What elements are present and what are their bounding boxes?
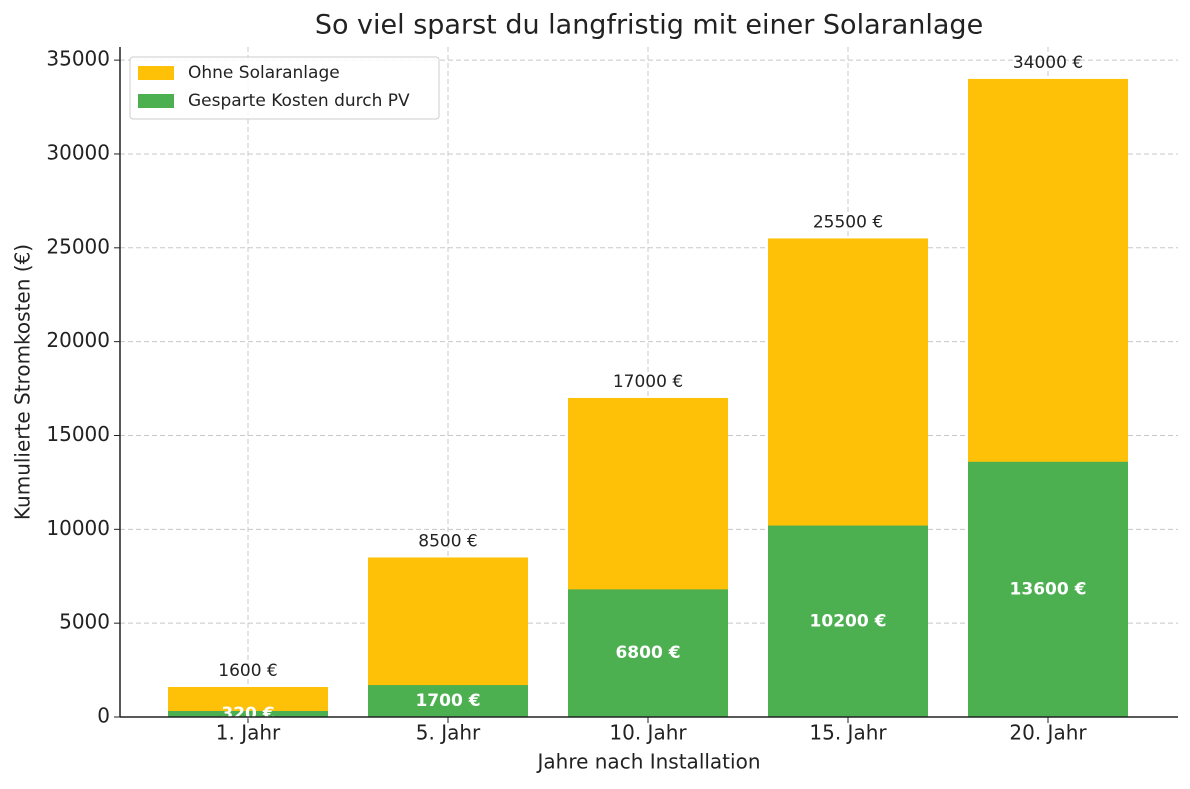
x-tick-label: 1. Jahr bbox=[216, 721, 281, 745]
value-label: 1700 € bbox=[415, 691, 480, 711]
value-label: 17000 € bbox=[613, 372, 683, 392]
value-label: 13600 € bbox=[1010, 579, 1087, 599]
y-tick-label: 0 bbox=[97, 704, 110, 728]
x-tick-label: 15. Jahr bbox=[809, 721, 887, 745]
value-label: 34000 € bbox=[1013, 53, 1083, 73]
value-label: 6800 € bbox=[615, 643, 680, 663]
legend-label: Gesparte Kosten durch PV bbox=[188, 91, 410, 111]
legend-swatch bbox=[138, 94, 174, 108]
bar bbox=[968, 461, 1128, 717]
value-label: 25500 € bbox=[813, 212, 883, 232]
y-tick-label: 35000 bbox=[46, 47, 110, 71]
legend-label: Ohne Solaranlage bbox=[188, 63, 340, 83]
legend: Ohne Solaranlage Gesparte Kosten durch PV bbox=[129, 56, 440, 120]
x-tick-label: 20. Jahr bbox=[1009, 721, 1087, 745]
x-tick-label: 10. Jahr bbox=[609, 721, 687, 745]
y-axis-label: Kumulierte Stromkosten (€) bbox=[11, 244, 35, 520]
chart-title: So viel sparst du langfristig mit einer … bbox=[315, 10, 983, 41]
y-tick-label: 25000 bbox=[46, 234, 110, 258]
value-label: 1600 € bbox=[218, 661, 277, 681]
legend-swatch bbox=[138, 66, 174, 80]
bar bbox=[768, 525, 928, 717]
value-label: 10200 € bbox=[810, 611, 887, 631]
bar bbox=[368, 685, 528, 717]
y-tick-label: 30000 bbox=[46, 140, 110, 164]
value-label: 8500 € bbox=[418, 531, 477, 551]
y-tick-label: 15000 bbox=[46, 422, 110, 446]
y-tick-label: 20000 bbox=[46, 328, 110, 352]
legend-box bbox=[129, 56, 440, 120]
y-tick-label: 10000 bbox=[46, 516, 110, 540]
y-tick-label: 5000 bbox=[59, 610, 110, 634]
value-label: 320 € bbox=[221, 704, 274, 724]
bar bbox=[568, 589, 728, 717]
x-axis-label: Jahre nach Installation bbox=[535, 750, 760, 774]
bar bbox=[168, 710, 328, 717]
x-tick-label: 5. Jahr bbox=[416, 721, 481, 745]
